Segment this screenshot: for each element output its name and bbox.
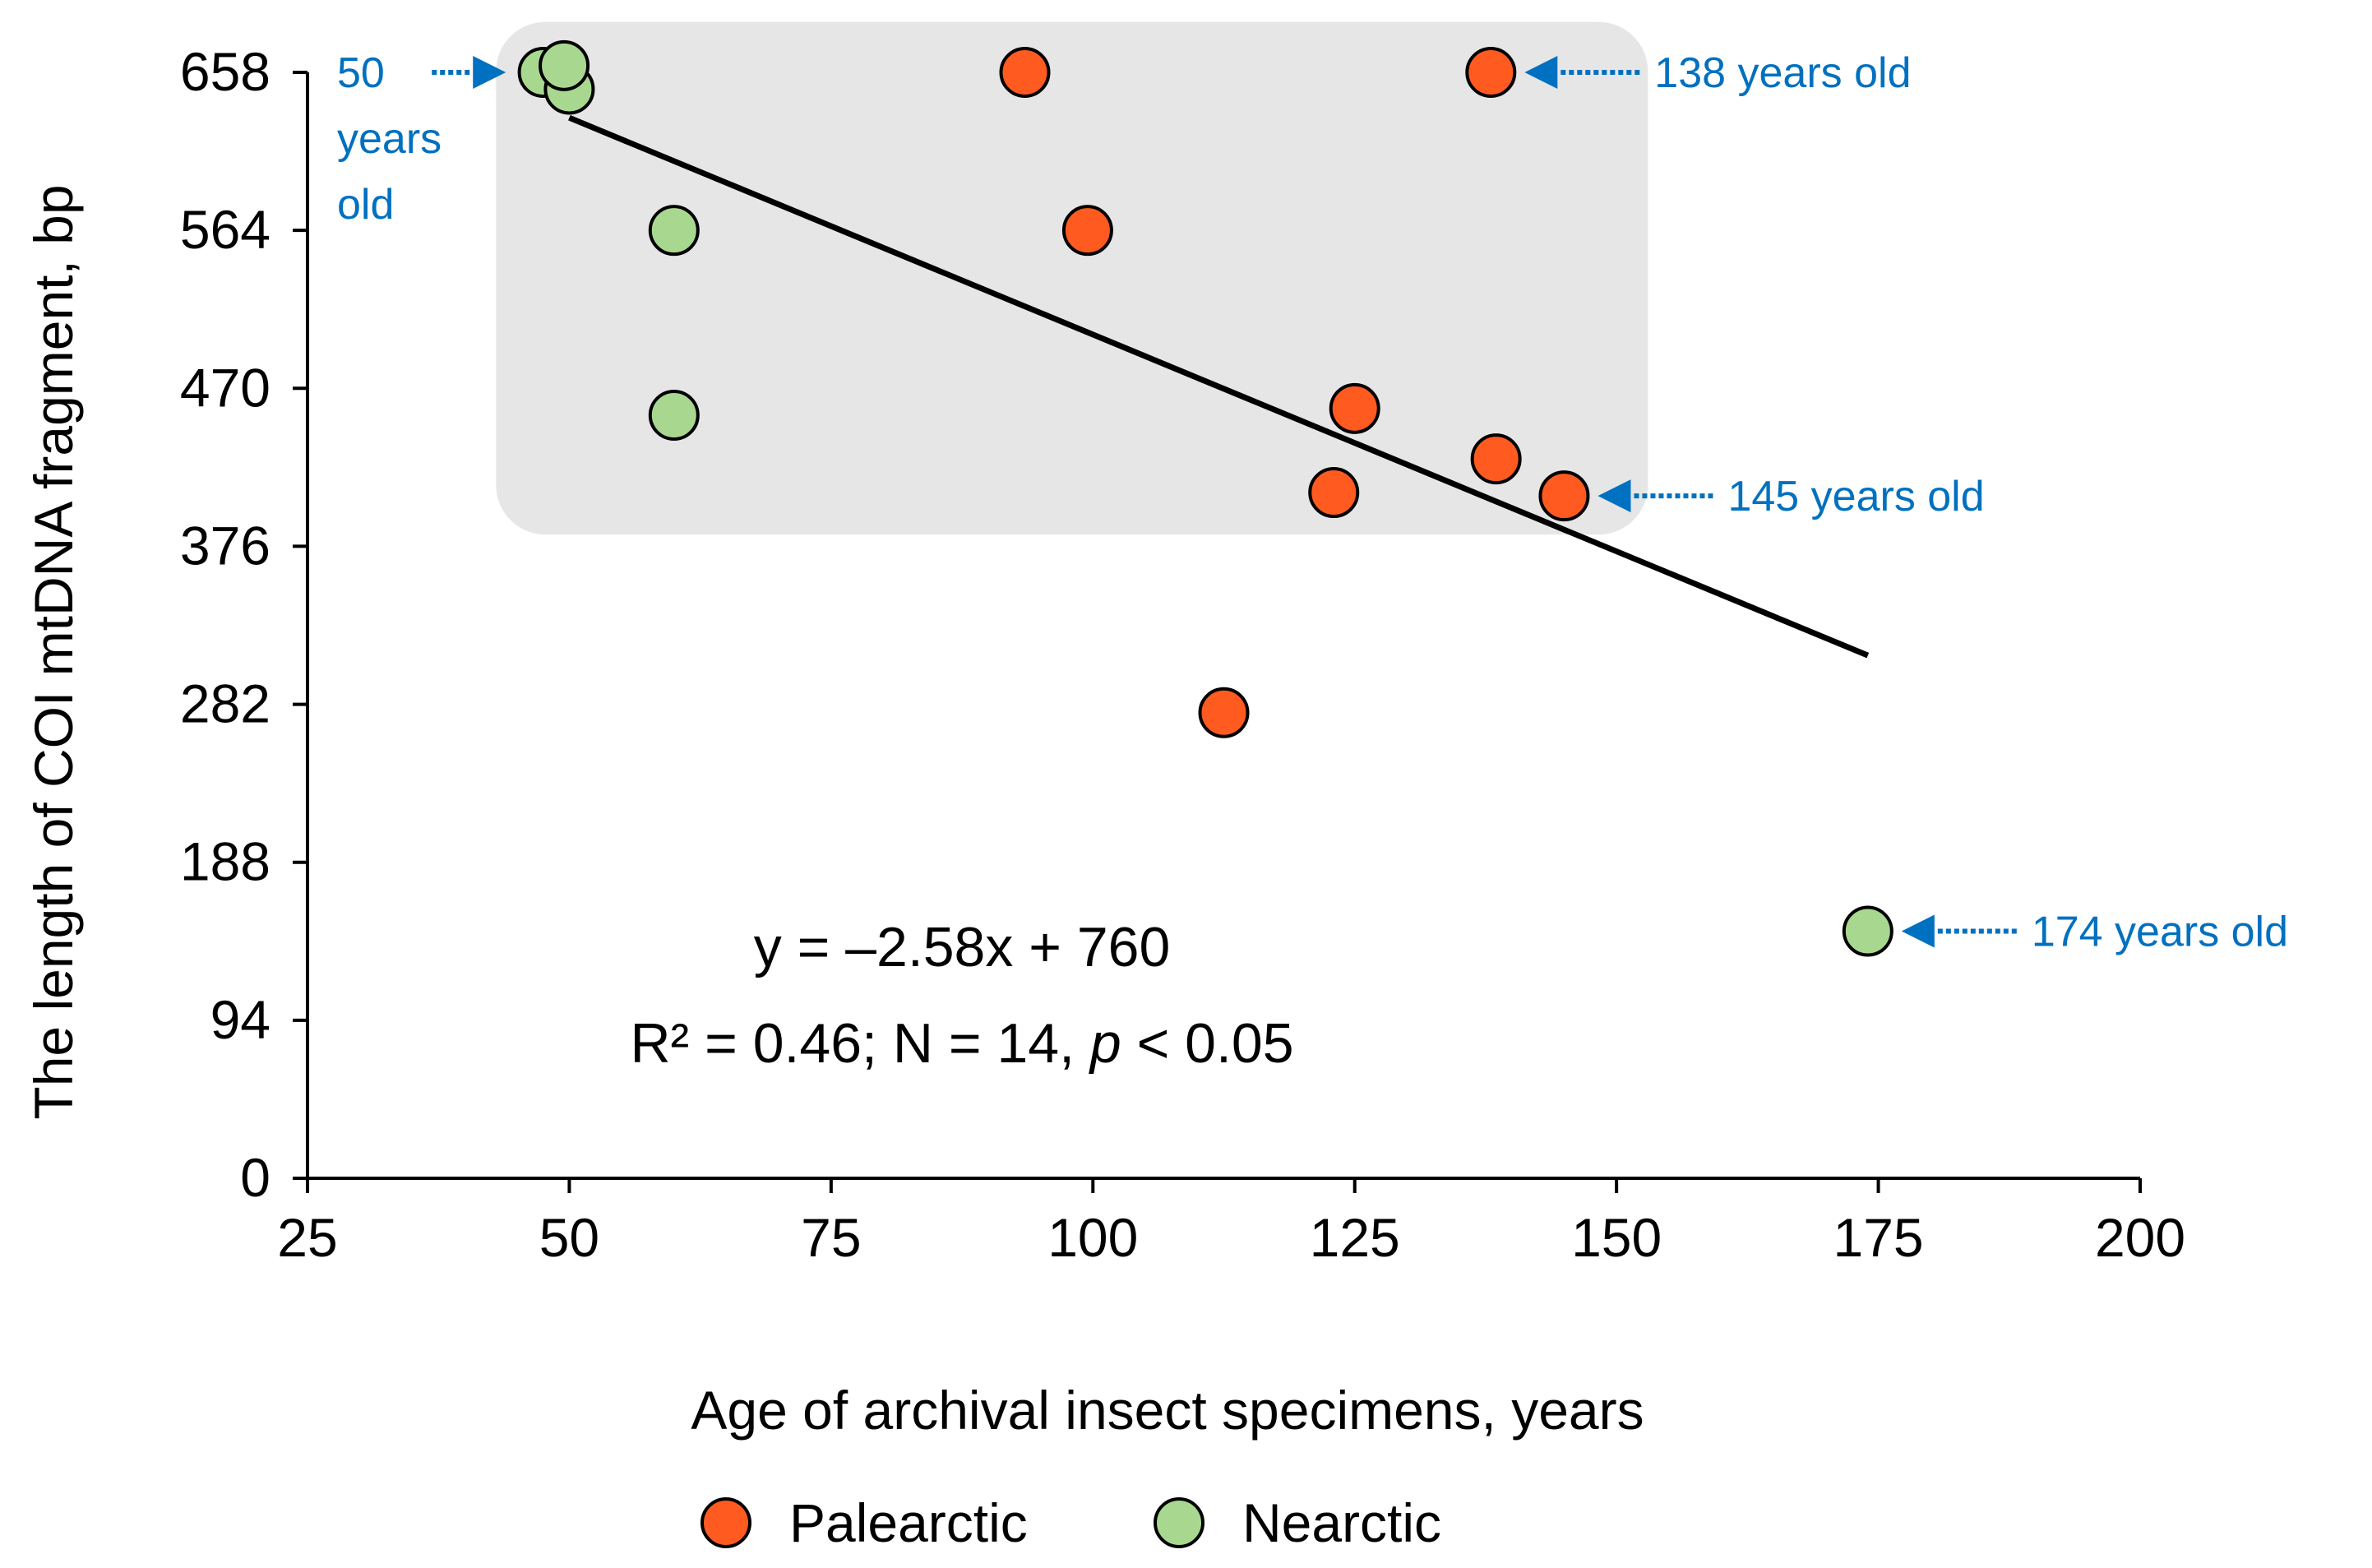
y-axis-title: The length of COI mtDNA fragment, bp <box>23 184 84 1119</box>
equation-p-symbol: p <box>1089 1012 1121 1075</box>
annotation-label-line: old <box>337 181 394 229</box>
trendline <box>568 114 1870 659</box>
annotation-arrow-head <box>473 56 506 89</box>
axes-layer: 25 50 75 100 125 150 175 200 0 94 188 282 376 470 564 6… <box>180 41 2185 1268</box>
y-tick-label: 282 <box>180 673 270 734</box>
annotation-label: 174 years old <box>2032 909 2288 956</box>
point-palearctic <box>1465 47 1517 98</box>
point-palearctic <box>1538 470 1590 522</box>
annotation-label: 50 years old <box>337 49 442 229</box>
point-palearctic <box>1061 205 1113 257</box>
y-tick-label: 376 <box>180 515 270 576</box>
x-tick-label: 200 <box>2095 1207 2185 1268</box>
point-palearctic <box>1470 433 1522 485</box>
legend: Palearctic Nearctic <box>701 1492 1441 1553</box>
equation-line-2: R² = 0.46; N = 14, p < 0.05 <box>630 1012 1293 1075</box>
trendline-layer <box>568 114 1870 659</box>
point-palearctic <box>1329 382 1380 434</box>
y-tick-label: 94 <box>210 989 270 1050</box>
legend-marker-nearctic <box>1154 1497 1204 1548</box>
x-tick-label: 150 <box>1571 1207 1662 1268</box>
y-tick-label: 564 <box>180 199 270 260</box>
annotation-label: 138 years old <box>1654 49 1911 97</box>
annotation-arrow-head <box>1901 914 1935 948</box>
point-palearctic <box>999 47 1051 98</box>
legend-label-nearctic: Nearctic <box>1242 1492 1441 1553</box>
point-nearctic <box>648 389 700 441</box>
x-tick-label: 75 <box>801 1207 861 1268</box>
y-tick-label: 0 <box>240 1147 270 1208</box>
annotation-arrow-head <box>1524 56 1558 89</box>
point-nearctic <box>539 39 590 91</box>
x-tick-label: 125 <box>1310 1207 1400 1268</box>
point-nearctic <box>1842 905 1893 957</box>
x-axis-title: Age of archival insect specimens, years <box>691 1380 1644 1441</box>
y-tick-label: 470 <box>180 357 270 418</box>
annotation-label-line: years <box>337 115 442 163</box>
annotation-label: 145 years old <box>1727 473 1984 520</box>
annotation-arrow-head <box>1598 479 1631 513</box>
annotation-label-line: 50 <box>337 49 385 97</box>
equation-line-1: y = –2.58x + 760 <box>754 916 1171 978</box>
point-palearctic <box>1308 467 1360 519</box>
x-tick-label: 175 <box>1833 1207 1924 1268</box>
equation-p-value: < 0.05 <box>1121 1012 1294 1075</box>
annotations-layer: 50 years old 138 years old 145 years old 174 … <box>337 49 2288 956</box>
legend-label-palearctic: Palearctic <box>789 1492 1028 1553</box>
y-tick-label: 188 <box>180 831 270 892</box>
point-palearctic <box>1198 687 1250 738</box>
x-tick-label: 50 <box>539 1207 599 1268</box>
equation-r2: R² = 0.46; N = 14, <box>630 1012 1089 1075</box>
x-tick-label: 100 <box>1047 1207 1138 1268</box>
points-layer <box>517 39 1893 957</box>
x-tick-label: 25 <box>277 1207 337 1268</box>
legend-marker-palearctic <box>701 1497 751 1548</box>
y-tick-label: 658 <box>180 41 270 102</box>
point-nearctic <box>648 205 700 257</box>
